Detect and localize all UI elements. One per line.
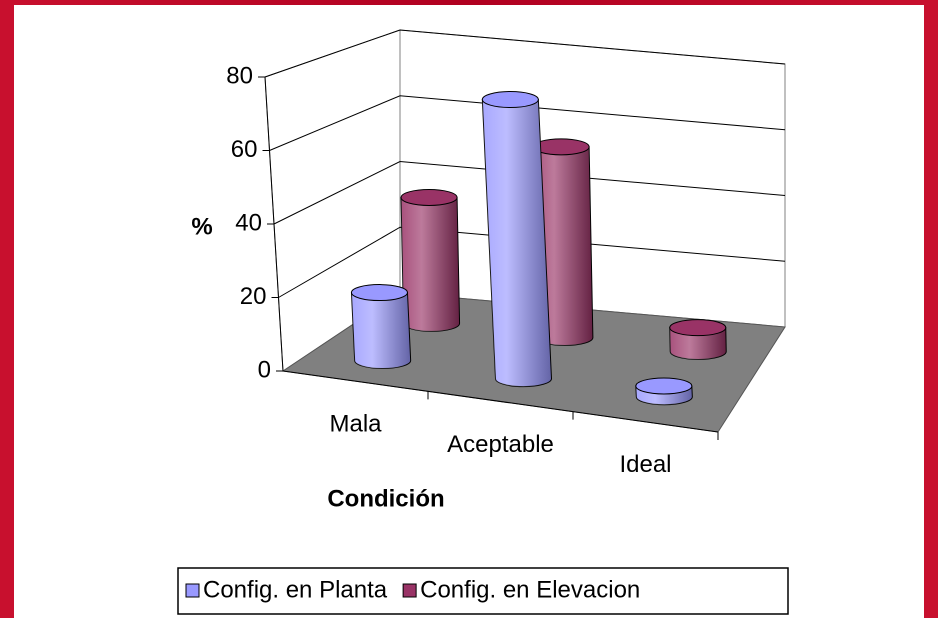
legend-box [177,567,789,615]
bar-top [400,188,458,206]
y-tick-label: 80 [226,62,253,89]
y-tick-label: 40 [235,209,262,236]
plot-area: 0 20 40 60 80 Mala Aceptable Ideal [226,29,786,478]
bar [350,284,412,370]
x-axis [282,370,719,433]
grid-line [264,29,786,78]
legend-swatch [402,583,417,598]
bar [481,91,553,388]
y-tick-label: 0 [258,356,271,383]
bar-shade [351,292,411,369]
bar-shade [401,197,460,332]
bar-shade [482,99,552,387]
bar-top [350,284,408,302]
legend-label: Config. en Planta [203,576,388,603]
x-tick-label: Ideal [619,451,671,478]
x-tick-label: Mala [329,411,382,438]
bar-top [635,377,693,395]
bar [669,319,727,360]
y-axis [264,76,284,372]
x-tick-label: Aceptable [447,431,554,458]
bar-shade [669,327,727,360]
grid-line [273,160,786,225]
bar-top [481,91,539,109]
bar-top [669,319,727,337]
bar [635,377,693,406]
y-axis-title: % [191,213,212,240]
y-tick-label: 60 [231,136,258,163]
y-tick-label: 20 [240,283,267,310]
legend-swatch [185,583,200,598]
grid-line [278,226,786,298]
legend-label: Config. en Elevacion [420,576,640,603]
bar [400,188,461,332]
grid-line [269,95,786,151]
x-axis-title: Condición [327,485,444,512]
bar-top [532,138,590,156]
